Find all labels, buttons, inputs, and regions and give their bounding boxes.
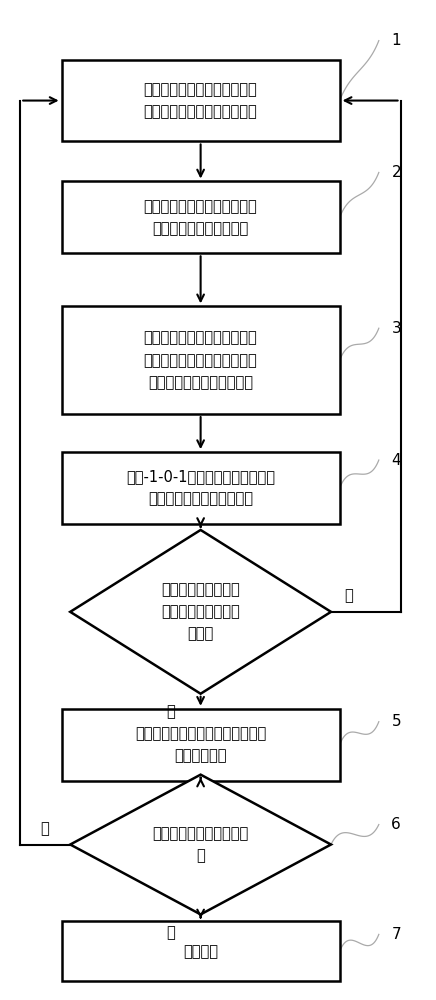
Text: 7: 7 bbox=[392, 927, 401, 942]
Text: 3: 3 bbox=[392, 321, 401, 336]
Text: 计算每个网格磁场的贡献及所含超
导线材的长度: 计算每个网格磁场的贡献及所含超 导线材的长度 bbox=[135, 726, 266, 763]
Text: 否: 否 bbox=[344, 588, 353, 603]
Text: 6: 6 bbox=[392, 817, 401, 832]
Text: 使用-1-0-1整数线性规划方法对磁
体的导线集中分布进行优化: 使用-1-0-1整数线性规划方法对磁 体的导线集中分布进行优化 bbox=[126, 469, 275, 507]
Text: 输出参数: 输出参数 bbox=[183, 944, 218, 959]
Bar bbox=[61, 921, 340, 981]
Bar bbox=[61, 60, 340, 141]
Bar bbox=[61, 306, 340, 414]
Text: 1: 1 bbox=[392, 33, 401, 48]
Text: 把可行载流区划分为多个矩形
网格，并建立圆柱坐标系: 把可行载流区划分为多个矩形 网格，并建立圆柱坐标系 bbox=[144, 199, 258, 236]
Bar bbox=[61, 709, 340, 781]
Text: 是: 是 bbox=[166, 704, 174, 719]
Polygon shape bbox=[70, 775, 331, 914]
Text: 否: 否 bbox=[40, 821, 48, 836]
Polygon shape bbox=[70, 530, 331, 694]
Text: 是: 是 bbox=[166, 925, 174, 940]
Bar bbox=[61, 452, 340, 524]
Bar bbox=[61, 181, 340, 253]
Text: 利用整数线性规划算法对可行
载流区进行规划，得到磁体初
始的导线的各集中分布区域: 利用整数线性规划算法对可行 载流区进行规划，得到磁体初 始的导线的各集中分布区域 bbox=[144, 330, 258, 390]
Text: 4: 4 bbox=[392, 453, 401, 468]
Text: 判断是否得到满足设
计要求的导线集中分
布区域: 判断是否得到满足设 计要求的导线集中分 布区域 bbox=[161, 582, 240, 642]
Text: 5: 5 bbox=[392, 714, 401, 729]
Text: 判断所得结果是否满足要
求: 判断所得结果是否满足要 求 bbox=[153, 826, 249, 863]
Text: 2: 2 bbox=[392, 165, 401, 180]
Text: 设定磁体线圈的可行载流区，
确定超导线材并确定运行电流: 设定磁体线圈的可行载流区， 确定超导线材并确定运行电流 bbox=[144, 82, 258, 119]
